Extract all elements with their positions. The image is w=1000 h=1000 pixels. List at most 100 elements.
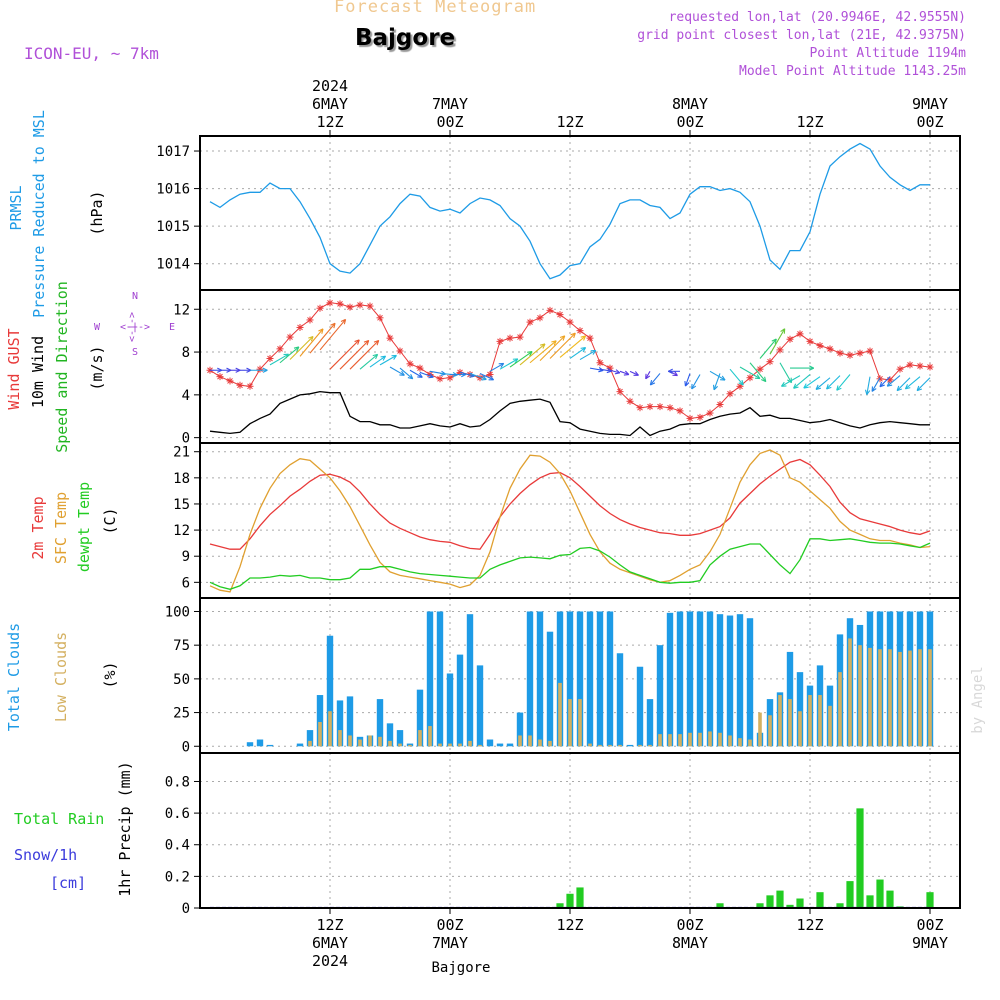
- low-cloud-bar: [658, 734, 662, 747]
- gust-marker: [816, 342, 824, 350]
- total-cloud-bar: [566, 611, 574, 747]
- low-cloud-bar: [408, 744, 412, 747]
- rain-bar: [876, 879, 884, 908]
- gust-marker: [676, 407, 684, 415]
- top-time-label: 7MAY: [432, 95, 468, 113]
- wind-arrow: [250, 367, 268, 373]
- bottom-time-label: 7MAY: [432, 934, 468, 952]
- gust-marker: [796, 330, 804, 338]
- total-cloud-bar: [666, 612, 674, 747]
- gust-marker: [626, 397, 634, 405]
- pressure-line: [209, 142, 930, 280]
- rain-bar: [786, 904, 794, 908]
- low-cloud-bar: [748, 739, 752, 747]
- wind-arrow: [579, 349, 597, 361]
- gust-marker: [706, 409, 714, 417]
- wind10m-label: 10m Wind: [29, 336, 47, 408]
- dewpt-line: [209, 538, 931, 590]
- product-title: Forecast Meteogram: [334, 0, 537, 17]
- gust-marker: [746, 374, 754, 382]
- cloud-unit-label: (%): [101, 661, 119, 688]
- total-cloud-bar: [546, 631, 554, 747]
- total-cloud-bar: [716, 614, 724, 747]
- compass-e: E: [169, 322, 175, 333]
- total-cloud-bar: [606, 611, 614, 747]
- total-cloud-bar: [526, 611, 534, 747]
- wind-arrow: [826, 375, 841, 390]
- compass-horizontal: <-|->: [120, 322, 150, 333]
- top-time-label: 12Z: [556, 113, 583, 131]
- precip-axis-label: 1hr Precip (mm): [116, 761, 134, 896]
- gust-marker: [906, 361, 914, 369]
- low-cloud-bar: [828, 705, 832, 747]
- gust-marker: [586, 334, 594, 342]
- gust-marker: [766, 358, 774, 366]
- wind-arrow: [469, 372, 487, 381]
- gust-marker: [826, 345, 834, 353]
- wind-arrow: [379, 354, 397, 366]
- total-cloud-bar: [576, 611, 584, 747]
- top-time-label: 6MAY: [312, 95, 348, 113]
- total-cloud-bar: [536, 611, 544, 747]
- low-cloud-bar: [518, 735, 522, 747]
- y-tick-label: 25: [173, 706, 190, 722]
- wind-arrow: [489, 362, 505, 372]
- y-tick-label: 0.8: [165, 774, 190, 790]
- total-cloud-bar: [506, 743, 514, 747]
- gust-marker: [346, 303, 354, 311]
- total-rain-label: Total Rain: [14, 810, 104, 828]
- low-cloud-bar: [308, 740, 312, 747]
- y-tick-label: 12: [173, 523, 190, 539]
- wind-arrow: [629, 370, 639, 376]
- y-tick-label: 15: [173, 497, 190, 513]
- total-cloud-bar: [466, 614, 474, 747]
- y-tick-label: 0.4: [165, 838, 190, 854]
- total-cloud-bar: [296, 743, 304, 747]
- gust-marker: [686, 414, 694, 422]
- low-cloud-bar: [788, 699, 792, 747]
- wind-arrow: [289, 335, 314, 360]
- gust-marker: [316, 304, 324, 312]
- wind-arrow: [619, 370, 630, 376]
- low-cloud-bar: [778, 695, 782, 747]
- bottom-time-label: 12Z: [796, 916, 823, 934]
- wind-arrow: [793, 374, 811, 389]
- rain-bar: [866, 895, 874, 908]
- wind-arrow: [399, 367, 414, 380]
- low-cloud-bar: [448, 743, 452, 747]
- wind-arrow: [916, 377, 931, 392]
- credit-watermark: by Angel: [970, 666, 986, 733]
- sfc-temp-line: [209, 449, 931, 593]
- gust-marker: [236, 381, 244, 389]
- gust-marker: [846, 351, 854, 359]
- wind-arrow: [896, 377, 911, 392]
- low-cloud-bar: [418, 730, 422, 747]
- low-cloud-bar: [898, 651, 902, 747]
- y-tick-label: 0.6: [165, 806, 190, 822]
- pressure-msl-label: Pressure Reduced to MSL: [30, 110, 48, 318]
- wind-arrow: [712, 373, 721, 391]
- top-time-label: 00Z: [436, 113, 463, 131]
- low-cloud-bar: [618, 744, 622, 747]
- rain-bar: [766, 895, 774, 908]
- wind-arrow: [803, 376, 821, 389]
- top-time-label: 12Z: [316, 113, 343, 131]
- low-cloud-bar: [878, 649, 882, 747]
- gust-marker: [666, 404, 674, 412]
- bottom-time-label: 12Z: [556, 916, 583, 934]
- wind-arrow: [419, 371, 434, 379]
- wind-arrow: [559, 335, 587, 358]
- low-cloud-bar: [348, 735, 352, 747]
- low-cloud-bar: [688, 732, 692, 747]
- gust-marker: [496, 337, 504, 345]
- low-cloud-bar: [798, 711, 802, 747]
- wind-arrow: [539, 335, 566, 362]
- top-time-label: 12Z: [796, 113, 823, 131]
- total-cloud-bar: [686, 611, 694, 747]
- y-tick-label: 50: [173, 672, 190, 688]
- total-clouds-label: Total Clouds: [5, 623, 23, 731]
- wind-arrow: [886, 375, 901, 387]
- low-cloud-bar: [758, 712, 762, 747]
- y-tick-label: 0: [182, 739, 190, 755]
